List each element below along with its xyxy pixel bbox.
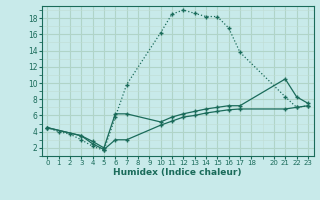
X-axis label: Humidex (Indice chaleur): Humidex (Indice chaleur)	[113, 168, 242, 177]
